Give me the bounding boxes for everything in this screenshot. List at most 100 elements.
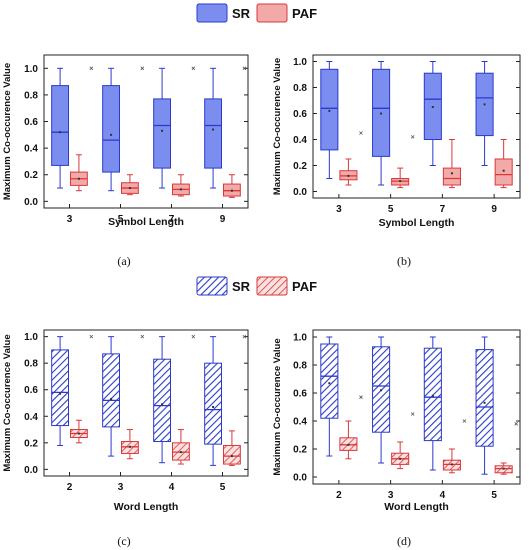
- legend-swatch-paf: [256, 276, 288, 296]
- outlier-paf-2: [359, 395, 363, 399]
- chart-panel-a: 0.0 0.2 0.4 0.6 0.8 1.0 3 5 7 9 Symbol Length Maxim…: [2, 54, 249, 268]
- y-tick-label: 0.4: [24, 412, 38, 423]
- panel-label: (d): [397, 534, 411, 548]
- outlier-paf-3: [89, 66, 94, 71]
- plot-frame: [312, 54, 521, 199]
- y-tick-label: 0.8: [293, 83, 307, 94]
- mean-marker-paf-5: [502, 467, 505, 470]
- panel-label: (b): [397, 254, 411, 268]
- x-tick-label: 5: [118, 214, 124, 225]
- mean-marker-paf-2: [77, 432, 80, 435]
- box-sr-9: [204, 98, 222, 169]
- x-tick-label: 9: [220, 214, 226, 225]
- x-tick-label: 5: [491, 490, 497, 501]
- outlier-paf-5: [140, 66, 145, 71]
- outlier-paf-7: [191, 66, 196, 71]
- mean-marker-sr-3: [328, 109, 331, 112]
- box-sr-2: [51, 349, 69, 427]
- y-tick-label: 0.0: [293, 473, 307, 484]
- x-tick-label: 5: [388, 204, 394, 215]
- plot-frame: [43, 329, 249, 477]
- mean-marker-sr-3: [380, 389, 383, 392]
- y-axis-label: Maximum Co-occurence Value: [2, 63, 13, 200]
- x-tick-label: 2: [336, 490, 342, 501]
- legend-label-sr: SR: [232, 279, 251, 294]
- mean-marker-sr-4: [431, 394, 434, 397]
- mean-marker-paf-3: [347, 174, 350, 177]
- mean-marker-paf-7: [450, 172, 453, 175]
- y-tick-label: 0.0: [24, 465, 38, 476]
- mean-marker-sr-5: [212, 405, 215, 408]
- x-tick-label: 4: [440, 490, 446, 501]
- y-tick-label: 0.6: [293, 389, 307, 400]
- box-sr-3: [102, 353, 120, 428]
- mean-marker-sr-7: [431, 106, 434, 108]
- x-tick-label: 3: [118, 482, 124, 493]
- outlier-paf-5: [514, 422, 518, 426]
- y-tick-label: 0.6: [24, 385, 38, 396]
- mean-marker-paf-9: [230, 189, 233, 192]
- y-tick-label: 0.2: [24, 438, 38, 449]
- y-tick-label: 0.8: [293, 361, 307, 372]
- box-sr-3: [320, 68, 339, 151]
- outlier-paf-9: [242, 66, 247, 71]
- x-axis-label: Word Length: [384, 501, 449, 513]
- box-paf-5: [223, 444, 241, 465]
- box-sr-7: [153, 98, 171, 169]
- mean-marker-sr-5: [483, 401, 486, 404]
- x-axis-label: Word Length: [114, 501, 179, 513]
- y-tick-label: 0.6: [293, 109, 307, 120]
- x-tick-label: 9: [491, 204, 497, 215]
- mean-marker-paf-5: [128, 187, 131, 190]
- y-axis-label: Maximum Co-occurence Value: [272, 58, 283, 195]
- chart-panel-c: 0.0 0.2 0.4 0.6 0.8 1.0 2 3 4 5 Word Length Maximum…: [2, 329, 249, 548]
- legend-label-paf: PAF: [292, 6, 317, 21]
- box-sr-4: [153, 358, 171, 442]
- chart-panel-d: 0.0 0.2 0.4 0.6 0.8 1.0 2 3 4 5 Word Length Maximum…: [272, 329, 521, 548]
- mean-marker-sr-2: [59, 392, 62, 395]
- mean-marker-paf-3: [128, 445, 131, 448]
- mean-marker-paf-3: [399, 457, 402, 460]
- y-tick-label: 1.0: [293, 333, 307, 344]
- legend-label-sr: SR: [232, 6, 251, 21]
- outlier-paf-4: [462, 419, 467, 423]
- x-tick-label: 7: [440, 204, 446, 215]
- mean-marker-sr-3: [110, 398, 113, 401]
- outlier-paf-5: [410, 135, 415, 139]
- outlier-paf-4: [191, 334, 196, 339]
- x-tick-label: 7: [169, 214, 175, 225]
- box-sr-4: [423, 347, 442, 442]
- mean-marker-sr-5: [380, 112, 383, 115]
- x-tick-label: 5: [220, 482, 226, 493]
- mean-marker-paf-4: [179, 451, 182, 454]
- y-axis-label: Maximum Co-occurence Value: [272, 338, 283, 475]
- x-tick-label: 3: [388, 490, 394, 501]
- panel-label: (a): [117, 254, 130, 268]
- mean-marker-sr-9: [212, 128, 215, 131]
- mean-marker-paf-9: [502, 169, 505, 172]
- box-sr-2: [320, 343, 339, 419]
- box-sr-5: [204, 362, 222, 445]
- x-axis-label: Symbol Length: [108, 216, 184, 228]
- x-tick-label: 3: [336, 204, 342, 215]
- x-tick-label: 2: [67, 482, 73, 493]
- outlier-paf-3: [140, 334, 145, 339]
- outlier-paf-3: [410, 412, 415, 416]
- y-tick-label: 0.6: [24, 117, 38, 128]
- mean-marker-paf-7: [179, 188, 182, 191]
- outlier-paf-3: [359, 131, 363, 135]
- y-tick-label: 0.0: [24, 197, 38, 208]
- panel-label: (c): [117, 534, 130, 548]
- outlier-paf-5: [242, 334, 247, 339]
- mean-marker-paf-5: [399, 180, 402, 183]
- mean-marker-sr-3: [59, 131, 62, 134]
- y-tick-label: 0.8: [24, 90, 38, 101]
- mean-marker-sr-5: [110, 133, 113, 136]
- box-paf-7: [442, 167, 461, 186]
- legend-swatch-sr: [196, 276, 228, 296]
- y-tick-label: 0.2: [293, 445, 307, 456]
- plot-frame: [43, 54, 249, 209]
- box-sr-5: [475, 349, 494, 447]
- legend-label-paf: PAF: [292, 279, 317, 294]
